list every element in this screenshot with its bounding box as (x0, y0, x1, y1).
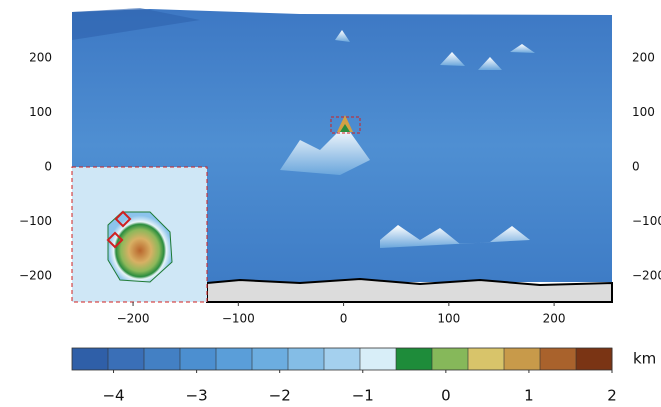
y-tick-label-right: −200 (632, 268, 661, 282)
colorbar-segment (72, 348, 109, 370)
terrain (72, 8, 612, 302)
colorbar-tick-label: −4 (102, 387, 124, 405)
y-tick-label: 0 (44, 159, 52, 173)
figure: −200−100010020020020010010000−100−100−20… (0, 0, 661, 407)
colorbar-segment (504, 348, 541, 370)
x-tick-label: 200 (543, 312, 566, 326)
colorbar-segment (432, 348, 469, 370)
x-tick-label: −200 (117, 312, 150, 326)
colorbar-unit: km (633, 350, 656, 368)
colorbar-segment (252, 348, 289, 370)
y-tick-label-right: 0 (632, 159, 640, 173)
y-tick-label-right: 100 (632, 105, 655, 119)
colorbar-segment (576, 348, 613, 370)
y-tick-label-right: −100 (632, 214, 661, 228)
colorbar-tick-label: −1 (352, 387, 374, 405)
colorbar-segment (180, 348, 217, 370)
y-tick-label: 200 (29, 51, 52, 65)
colorbar-segment (288, 348, 325, 370)
y-tick-label-right: 200 (632, 51, 655, 65)
x-tick-label: −100 (222, 312, 255, 326)
colorbar-segment (216, 348, 253, 370)
y-tick-label: −100 (19, 214, 52, 228)
y-tick-label: −200 (19, 268, 52, 282)
colorbar-tick-label: 1 (524, 387, 534, 405)
colorbar-tick-label: −2 (269, 387, 291, 405)
colorbar-segment (468, 348, 505, 370)
colorbar-tick-label: −3 (186, 387, 208, 405)
x-tick-label: 0 (340, 312, 348, 326)
colorbar-tick-label: 0 (441, 387, 451, 405)
colorbar-segment (144, 348, 181, 370)
colorbar-tick-label: 2 (607, 387, 617, 405)
figure-svg: −200−100010020020020010010000−100−100−20… (0, 0, 661, 407)
colorbar-segment (360, 348, 397, 370)
colorbar-segment (396, 348, 433, 370)
colorbar-segment (540, 348, 577, 370)
x-tick-label: 100 (437, 312, 460, 326)
colorbar-segment (108, 348, 145, 370)
colorbar-segment (324, 348, 361, 370)
y-tick-label: 100 (29, 105, 52, 119)
colorbar: km −4 −3 −2 −1 0 1 2 (72, 348, 656, 405)
